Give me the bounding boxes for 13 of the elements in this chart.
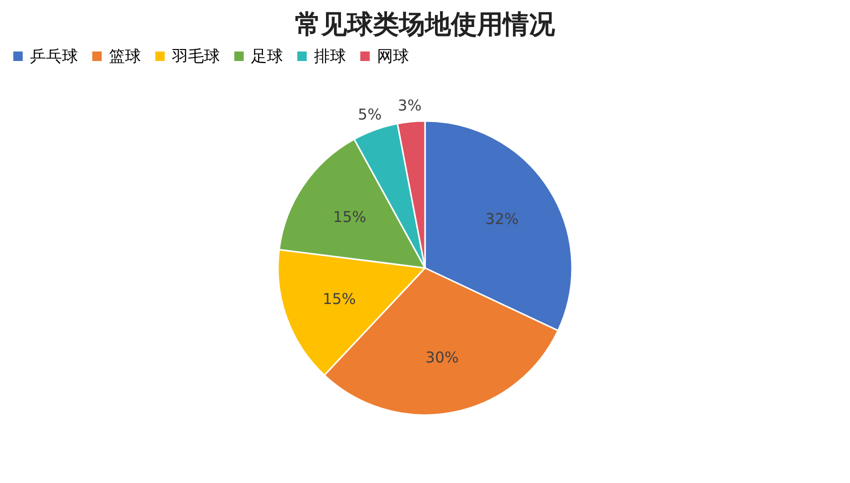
legend-label: 网球: [377, 46, 409, 66]
legend-label: 乒乓球: [30, 46, 78, 66]
legend-label: 排球: [314, 46, 346, 66]
legend-label: 篮球: [109, 46, 141, 66]
chart-title: 常见球类场地使用情况: [295, 10, 556, 40]
data-label: 15%: [332, 208, 366, 226]
data-label: 3%: [398, 96, 422, 115]
legend-label: 足球: [251, 46, 283, 66]
data-label: 15%: [322, 290, 356, 308]
data-label: 30%: [425, 348, 459, 367]
data-label: 32%: [485, 210, 519, 228]
data-label: 5%: [358, 106, 382, 124]
legend-label: 羽毛球: [171, 46, 220, 66]
